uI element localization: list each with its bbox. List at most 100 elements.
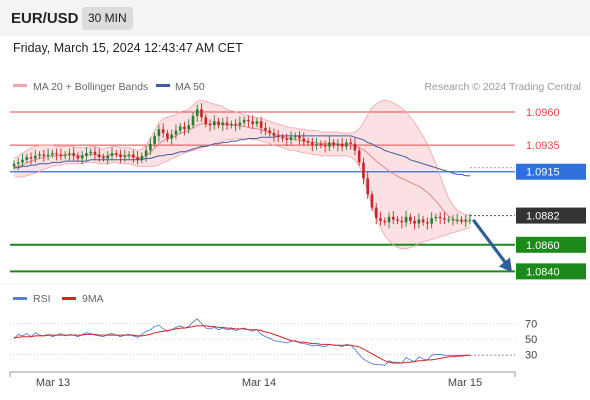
candle-body [302,138,306,142]
candle-body [332,142,335,146]
candle-body [51,153,54,155]
candle-body [404,216,408,223]
candle-body [16,162,20,164]
candle-body [208,123,212,126]
candle-body [114,153,118,155]
candle-body [268,130,272,134]
candle-body [187,125,191,130]
candle-body [255,121,259,124]
level-badge-1.0840 [516,263,586,280]
candle-body [221,122,225,126]
candle-body [33,155,37,159]
candle-body [242,119,246,123]
candle-body [149,143,152,151]
candle-body [259,121,263,128]
candle-body [264,127,267,131]
candle-body [63,154,67,156]
candle-body [417,219,421,224]
candle-body [25,157,29,160]
candle-body [119,154,122,158]
candle-body [123,155,127,158]
indicator-lines [13,99,471,250]
candle-body [315,143,318,146]
candle-body [200,109,203,118]
candle-body [42,154,46,156]
rsi-ma-legend-swatch [62,297,76,300]
candle-body [272,133,276,136]
candles [12,103,472,230]
candle-body [434,216,438,219]
candle-body [161,129,165,134]
candle-body [289,137,293,140]
candle-body [374,207,378,219]
candle-body [110,153,114,156]
candle-body [464,219,468,221]
candle-body [166,133,169,139]
candle-body [238,122,242,126]
candle-body [178,126,182,131]
candle-body [413,220,416,224]
candle-body [455,219,459,221]
candle-body [357,150,361,163]
candle-body [421,219,425,223]
rsi-legend-swatch [13,297,27,300]
candle-body [76,155,80,159]
candle-body [323,145,327,147]
level-badge-1.0915 [516,163,586,180]
level-badge-1.0860 [516,236,586,253]
forecast-arrow-head [499,257,512,273]
candle-body [127,154,131,156]
candle-body [21,159,24,163]
level-label-1.0935: 1.0935 [526,140,560,152]
candle-body [38,154,41,156]
level-label-1.0860: 1.0860 [526,240,560,252]
candle-body [409,216,412,221]
candle-body [102,157,105,159]
rsi-legend-label: RSI [33,293,51,305]
candle-body [276,135,280,138]
rsi-ma-line [14,325,470,364]
currency-pair-title: EUR/USD [11,10,79,27]
candle-body [396,219,399,221]
candle-body [468,219,472,221]
rsi-ma-legend-label: 9MA [82,293,104,305]
candle-body [247,119,250,122]
level-label-1.0882: 1.0882 [526,211,560,223]
candle-body [293,135,297,138]
candle-body [153,135,156,144]
candle-body [217,121,220,126]
candle-body [225,122,229,126]
candle-body [447,219,451,221]
bollinger-lower-line [13,138,471,250]
bollinger-upper-line [13,99,471,216]
candle-body [55,153,58,155]
candle-body [93,151,97,155]
candle-body [89,151,93,154]
candle-body [136,157,139,160]
candle-body [340,143,344,147]
candle-body [310,142,314,146]
candle-body [438,216,442,219]
candle-body [391,216,395,220]
candle-body [370,194,374,208]
candle-body [80,155,84,159]
candle-body [353,143,357,151]
x-axis: Mar 13 Mar 14 Mar 15 [9,371,516,389]
candle-body [68,153,71,155]
credit-text: Research © 2024 Trading Central [424,81,581,93]
candle-body [174,130,178,135]
candle-body [460,219,463,221]
timeframe-badge[interactable]: 30 MIN [82,7,133,30]
level-labels: 1.0960 1.0935 1.0915 1.0882 1.0860 1.0840 [516,107,586,280]
candle-body [132,154,135,158]
candle-body [12,163,16,167]
bollinger-middle-line [13,123,470,222]
candle-body [443,218,446,220]
level-label-1.0960: 1.0960 [526,107,560,119]
candle-body [379,218,382,221]
candle-body [383,220,387,223]
candle-body [336,143,340,146]
candle-body [230,123,233,126]
